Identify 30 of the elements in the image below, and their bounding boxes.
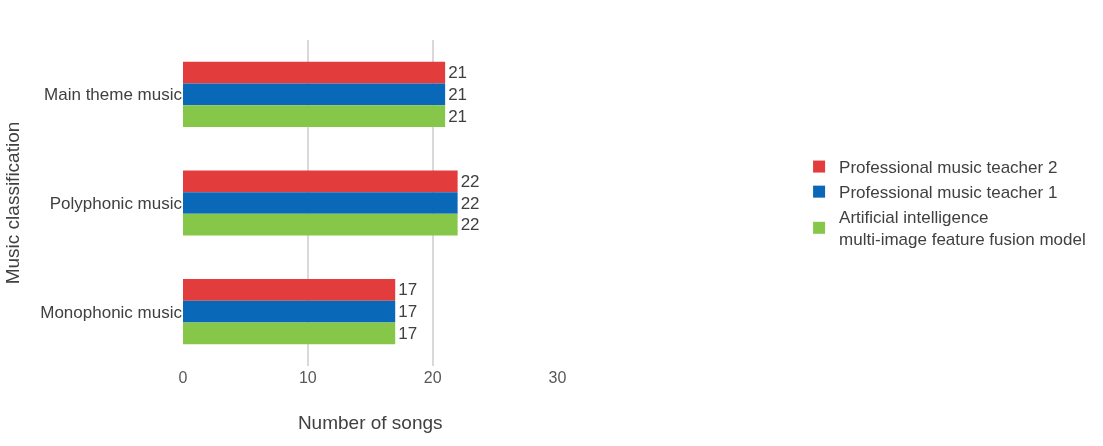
legend-label: Artificial intelligence multi-image feature fusion model — [839, 208, 1086, 250]
x-tick-label: 20 — [423, 369, 442, 386]
data-label: 17 — [398, 302, 418, 322]
y-tick-label: Monophonic music — [40, 302, 183, 322]
bar — [183, 170, 458, 193]
legend-label: Professional music teacher 2 — [839, 158, 1058, 178]
bar — [183, 105, 446, 127]
bar — [183, 322, 396, 345]
y-tick-label: Main theme music — [44, 85, 183, 105]
x-axis-title: Number of songs — [297, 411, 443, 433]
bar — [183, 300, 396, 323]
data-label: 22 — [460, 171, 480, 191]
data-label: 17 — [398, 323, 418, 343]
y-axis-title: Music classification — [2, 121, 24, 285]
legend-label: Professional music teacher 1 — [839, 183, 1058, 203]
y-tick-label: Polyphonic music — [49, 193, 183, 213]
data-label: 21 — [448, 106, 468, 126]
bar — [183, 192, 458, 214]
data-label: 21 — [448, 63, 468, 83]
x-tick-label: 30 — [548, 369, 567, 386]
bar — [183, 61, 446, 84]
data-label: 22 — [460, 193, 480, 213]
bar — [183, 279, 396, 301]
bar — [183, 213, 458, 236]
x-tick-label: 0 — [178, 369, 188, 386]
data-label: 21 — [448, 84, 468, 104]
data-label: 22 — [460, 215, 480, 235]
x-tick-label: 10 — [298, 369, 317, 386]
bar — [183, 83, 446, 106]
data-label: 17 — [398, 280, 418, 300]
